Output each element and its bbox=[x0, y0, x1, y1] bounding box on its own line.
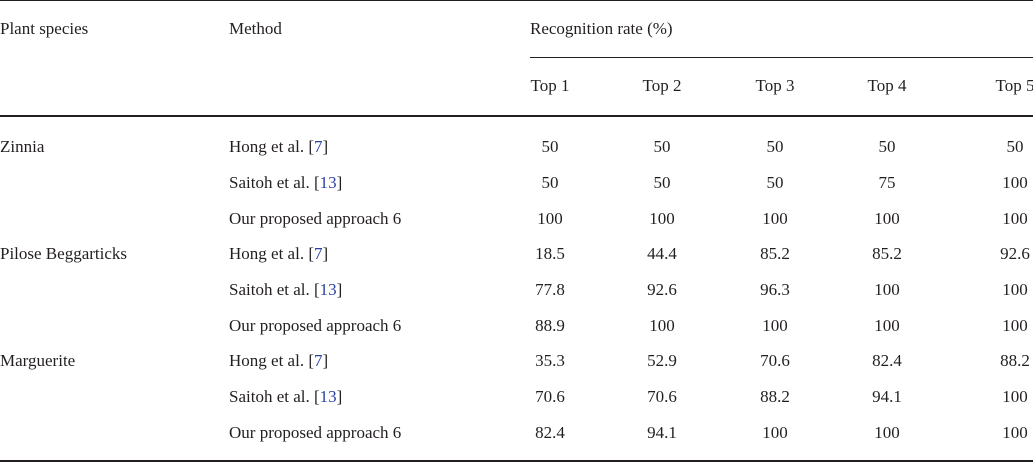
citation-bracket: ] bbox=[336, 387, 343, 406]
citation-link[interactable]: 13 bbox=[319, 387, 337, 406]
method-name: Our proposed approach 6 bbox=[229, 316, 402, 335]
recognition-value-top-5: 88.2 bbox=[1000, 351, 1030, 370]
recognition-value-top-3: 100 bbox=[762, 316, 788, 335]
header-top-4: Top 4 bbox=[867, 76, 907, 95]
plant-species-cell: Pilose Beggarticks bbox=[0, 244, 128, 263]
recognition-value-top-3: 85.2 bbox=[760, 244, 790, 263]
recognition-value-top-4: 100 bbox=[874, 209, 900, 228]
header-top-1: Top 1 bbox=[530, 76, 570, 95]
recognition-value-top-3: 88.2 bbox=[760, 387, 790, 406]
method-cell: Hong et al. [7] bbox=[229, 244, 328, 264]
citation-bracket: ] bbox=[322, 244, 329, 263]
recognition-value-top-1: 88.9 bbox=[535, 316, 565, 335]
recognition-value-top-4: 94.1 bbox=[872, 387, 902, 406]
recognition-value-top-2: 50 bbox=[653, 137, 671, 156]
recognition-value-top-2: 44.4 bbox=[647, 244, 677, 263]
bottom-rule bbox=[0, 460, 1033, 462]
header-method: Method bbox=[229, 19, 282, 38]
recognition-value-top-1: 70.6 bbox=[535, 387, 565, 406]
method-cell: Our proposed approach 6 bbox=[229, 316, 401, 336]
recognition-value-top-1: 77.8 bbox=[535, 280, 565, 299]
recognition-value-top-1: 35.3 bbox=[535, 351, 565, 370]
method-cell: Hong et al. [7] bbox=[229, 351, 328, 371]
recognition-value-top-5: 100 bbox=[1002, 387, 1028, 406]
recognition-value-top-2: 100 bbox=[649, 209, 675, 228]
top-rule bbox=[0, 0, 1033, 1]
method-cell: Saitoh et al. [13] bbox=[229, 280, 342, 300]
plant-species-cell: Marguerite bbox=[0, 351, 76, 370]
recognition-value-top-5: 50 bbox=[1006, 137, 1024, 156]
method-name: Saitoh et al. [ bbox=[229, 173, 320, 192]
recognition-subheader-rule bbox=[530, 57, 1033, 58]
recognition-value-top-4: 50 bbox=[878, 137, 896, 156]
recognition-value-top-2: 92.6 bbox=[647, 280, 677, 299]
recognition-value-top-4: 100 bbox=[874, 423, 900, 442]
recognition-value-top-3: 100 bbox=[762, 209, 788, 228]
recognition-value-top-1: 18.5 bbox=[535, 244, 565, 263]
recognition-value-top-3: 50 bbox=[766, 173, 784, 192]
recognition-value-top-2: 100 bbox=[649, 316, 675, 335]
method-cell: Saitoh et al. [13] bbox=[229, 387, 342, 407]
method-name: Our proposed approach 6 bbox=[229, 423, 402, 442]
recognition-value-top-2: 94.1 bbox=[647, 423, 677, 442]
citation-link[interactable]: 13 bbox=[319, 173, 337, 192]
recognition-value-top-3: 50 bbox=[766, 137, 784, 156]
header-recognition-rate: Recognition rate (%) bbox=[530, 19, 673, 38]
recognition-value-top-4: 100 bbox=[874, 316, 900, 335]
citation-bracket: ] bbox=[322, 351, 329, 370]
recognition-value-top-4: 82.4 bbox=[872, 351, 902, 370]
header-top-2: Top 2 bbox=[642, 76, 682, 95]
recognition-value-top-3: 70.6 bbox=[760, 351, 790, 370]
recognition-value-top-4: 85.2 bbox=[872, 244, 902, 263]
method-cell: Our proposed approach 6 bbox=[229, 423, 401, 443]
recognition-value-top-1: 100 bbox=[537, 209, 563, 228]
recognition-value-top-2: 70.6 bbox=[647, 387, 677, 406]
recognition-value-top-1: 82.4 bbox=[535, 423, 565, 442]
recognition-value-top-1: 50 bbox=[541, 173, 559, 192]
recognition-value-top-2: 52.9 bbox=[647, 351, 677, 370]
header-rule bbox=[0, 115, 1033, 117]
recognition-value-top-5: 100 bbox=[1002, 316, 1028, 335]
recognition-value-top-5: 92.6 bbox=[1000, 244, 1030, 263]
citation-link[interactable]: 13 bbox=[319, 280, 337, 299]
method-name: Hong et al. [ bbox=[229, 351, 314, 370]
recognition-value-top-4: 75 bbox=[878, 173, 896, 192]
plant-species-cell: Zinnia bbox=[0, 137, 45, 156]
method-name: Saitoh et al. [ bbox=[229, 280, 320, 299]
method-cell: Our proposed approach 6 bbox=[229, 209, 401, 229]
recognition-value-top-3: 100 bbox=[762, 423, 788, 442]
recognition-value-top-2: 50 bbox=[653, 173, 671, 192]
recognition-value-top-5: 100 bbox=[1002, 173, 1028, 192]
method-name: Hong et al. [ bbox=[229, 244, 314, 263]
method-cell: Saitoh et al. [13] bbox=[229, 173, 342, 193]
citation-link[interactable]: 7 bbox=[313, 244, 323, 263]
method-name: Hong et al. [ bbox=[229, 137, 314, 156]
header-top-3: Top 3 bbox=[755, 76, 795, 95]
recognition-value-top-4: 100 bbox=[874, 280, 900, 299]
recognition-value-top-1: 50 bbox=[541, 137, 559, 156]
citation-bracket: ] bbox=[336, 280, 343, 299]
recognition-value-top-5: 100 bbox=[1002, 209, 1028, 228]
method-name: Our proposed approach 6 bbox=[229, 209, 402, 228]
citation-bracket: ] bbox=[336, 173, 343, 192]
citation-bracket: ] bbox=[322, 137, 329, 156]
citation-link[interactable]: 7 bbox=[313, 137, 323, 156]
header-top-5: Top 5 bbox=[995, 76, 1033, 95]
citation-link[interactable]: 7 bbox=[313, 351, 323, 370]
recognition-value-top-5: 100 bbox=[1002, 423, 1028, 442]
recognition-value-top-5: 100 bbox=[1002, 280, 1028, 299]
method-name: Saitoh et al. [ bbox=[229, 387, 320, 406]
recognition-value-top-3: 96.3 bbox=[760, 280, 790, 299]
header-plant-species: Plant species bbox=[0, 19, 89, 38]
method-cell: Hong et al. [7] bbox=[229, 137, 328, 157]
